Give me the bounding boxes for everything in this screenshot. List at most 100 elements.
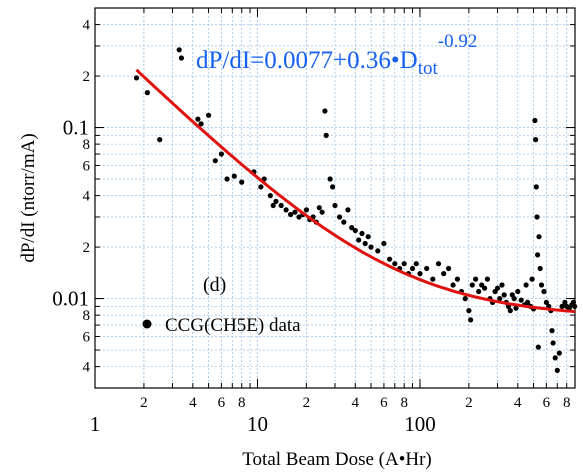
data-point	[206, 112, 212, 118]
data-point	[345, 207, 351, 213]
data-point	[341, 219, 347, 225]
data-point	[267, 193, 273, 199]
x-minor-tick-label: 2	[465, 395, 473, 411]
x-tick-label: 1	[90, 412, 101, 436]
y-minor-tick-label: 6	[83, 158, 91, 174]
data-point	[401, 261, 407, 267]
data-point	[532, 117, 538, 124]
y-minor-tick-label: 4	[83, 360, 91, 376]
x-minor-tick-label: 2	[303, 395, 311, 411]
fit-equation-superscript: -0.92	[438, 31, 478, 52]
data-point	[570, 299, 577, 305]
y-minor-tick-label: 8	[83, 308, 91, 324]
data-point	[417, 271, 423, 277]
data-point	[224, 176, 230, 182]
data-point	[273, 198, 279, 204]
data-point	[352, 227, 358, 234]
data-point	[562, 299, 568, 305]
data-point	[133, 75, 140, 81]
y-minor-tick-label: 6	[83, 330, 91, 346]
y-axis-label: dP/dI (ntorr/mA)	[18, 133, 39, 262]
y-minor-tick-label: 2	[83, 69, 91, 85]
data-point	[550, 340, 556, 346]
data-point	[537, 265, 543, 272]
data-point	[283, 207, 289, 213]
data-point	[450, 282, 456, 288]
data-point	[529, 276, 535, 282]
data-point	[359, 230, 365, 237]
data-point	[533, 184, 539, 190]
fit-equation-subscript: tot	[418, 58, 439, 79]
data-point	[368, 244, 374, 250]
panel-label: (d)	[203, 274, 226, 296]
data-point	[430, 276, 436, 282]
data-point	[538, 282, 545, 288]
data-point	[468, 317, 474, 323]
data-point	[258, 184, 264, 190]
data-point	[303, 207, 309, 213]
data-point	[435, 261, 442, 267]
data-point	[157, 137, 163, 143]
data-point	[296, 214, 302, 220]
data-point	[212, 158, 218, 164]
x-minor-tick-label: 4	[514, 395, 522, 411]
x-minor-tick-label: 4	[189, 395, 197, 411]
data-point	[239, 179, 245, 185]
data-point	[469, 282, 475, 288]
data-point	[362, 240, 368, 247]
legend-marker	[142, 319, 152, 329]
data-point	[144, 90, 150, 96]
data-points	[133, 47, 578, 373]
fit-equation: dP/dI=0.0077+0.36•Dtot -0.92	[196, 31, 477, 79]
x-minor-tick-label: 8	[563, 395, 571, 411]
data-point	[356, 237, 362, 243]
x-axis-label: Total Beam Dose (A•Hr)	[242, 449, 431, 470]
data-point	[278, 202, 284, 209]
data-point	[387, 256, 393, 262]
data-point	[462, 296, 468, 302]
data-point	[533, 137, 539, 143]
data-point	[543, 299, 550, 305]
data-point	[322, 108, 328, 114]
data-point	[327, 176, 333, 182]
data-point	[535, 344, 541, 350]
y-tick-label: 0.1	[63, 116, 89, 140]
data-point	[559, 303, 565, 309]
x-tick-label: 100	[404, 412, 436, 436]
data-point	[466, 308, 472, 314]
data-point	[454, 276, 460, 282]
x-minor-tick-label: 4	[352, 395, 360, 411]
data-point	[535, 252, 541, 258]
data-point	[413, 261, 419, 267]
data-point	[381, 240, 387, 247]
fit-equation-main: dP/dI=0.0077+0.36•D	[196, 47, 418, 74]
x-minor-tick-label: 6	[543, 395, 551, 411]
data-point	[195, 116, 201, 122]
data-point	[473, 276, 479, 282]
data-point	[292, 209, 298, 215]
data-point	[198, 121, 204, 127]
data-point	[513, 305, 519, 311]
data-point	[511, 296, 517, 302]
data-point	[337, 214, 343, 220]
data-point	[332, 202, 338, 209]
data-point	[365, 234, 371, 240]
data-point	[178, 55, 184, 61]
x-minor-tick-label: 6	[218, 395, 226, 411]
data-point	[288, 211, 294, 218]
data-point	[536, 234, 542, 240]
x-minor-tick-label: 2	[140, 395, 148, 411]
data-point	[231, 173, 237, 179]
y-minor-tick-label: 4	[83, 18, 91, 34]
grid	[95, 8, 575, 388]
data-point	[218, 151, 224, 157]
legend-label: CCG(CH5E) data	[165, 315, 301, 336]
data-point	[556, 350, 562, 356]
y-minor-tick-label: 8	[83, 137, 91, 153]
data-point	[349, 225, 355, 231]
data-point	[541, 288, 547, 295]
y-minor-tick-label: 4	[83, 189, 91, 205]
data-point	[499, 282, 505, 288]
data-point	[330, 184, 336, 190]
